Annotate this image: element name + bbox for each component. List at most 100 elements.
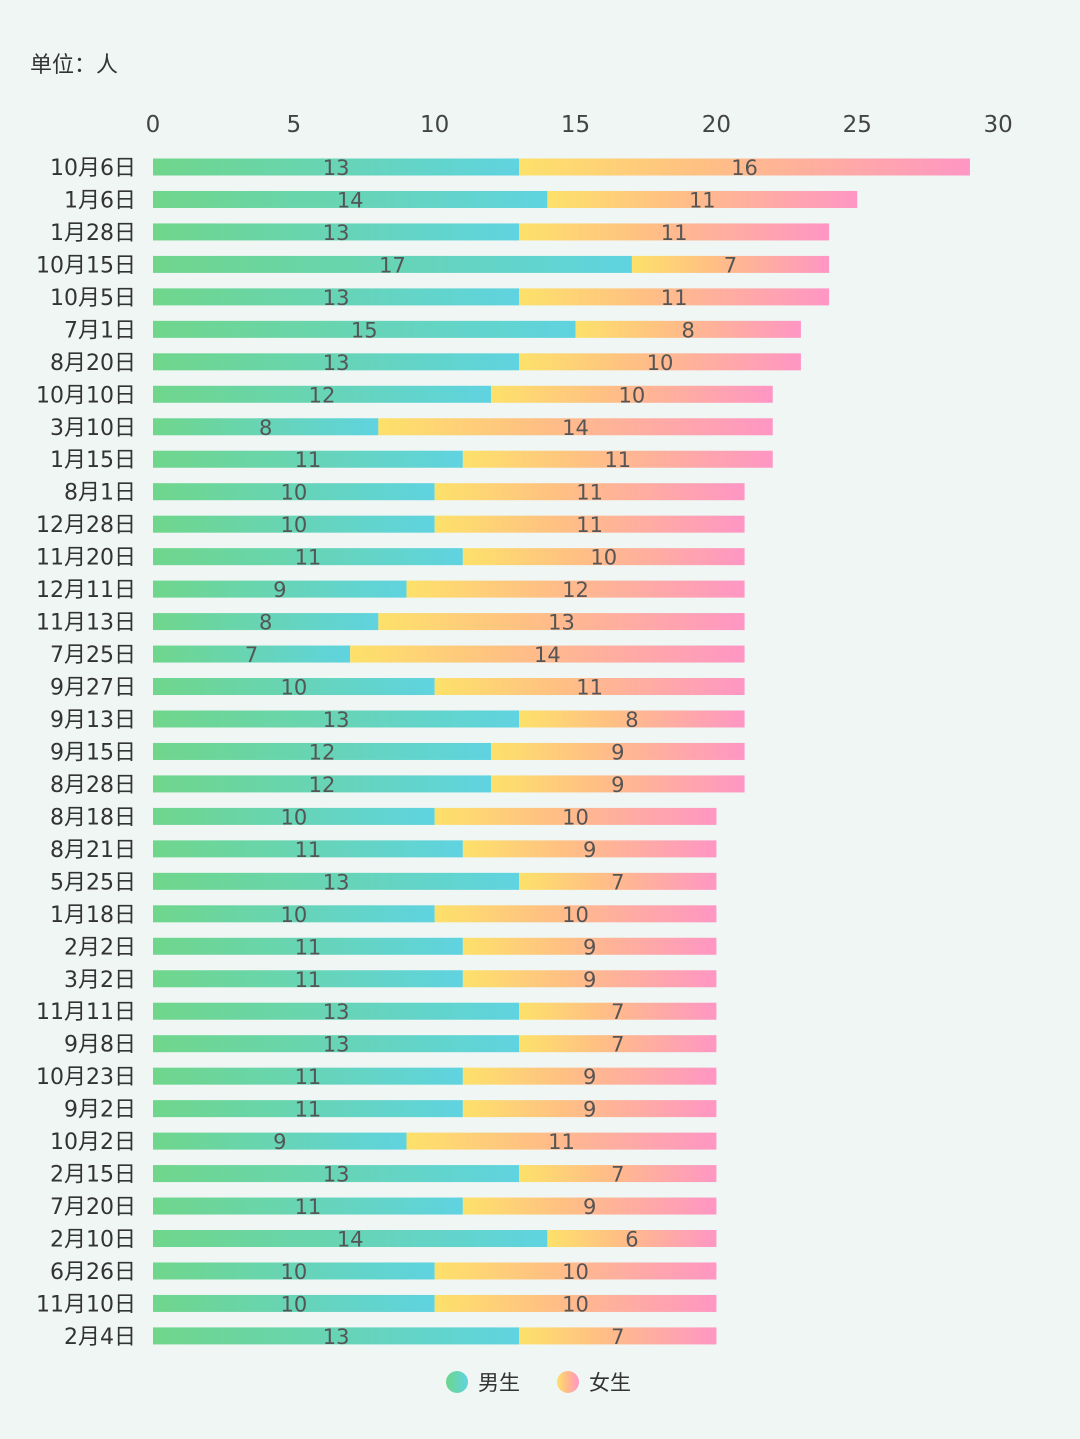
bar-girl <box>519 1327 717 1345</box>
bar-boy <box>153 613 379 631</box>
category-label: 10月5日 <box>50 286 136 311</box>
x-tick-label: 15 <box>561 112 590 138</box>
value-label-girl: 10 <box>562 903 589 927</box>
bar-girl <box>547 190 858 208</box>
value-label-boy: 10 <box>280 1292 307 1316</box>
legend-boy-swatch <box>446 1371 468 1393</box>
bar-girl <box>462 937 717 955</box>
bar-girl <box>491 742 745 760</box>
value-label-boy: 12 <box>309 740 336 764</box>
bar-boy <box>153 1002 520 1020</box>
value-label-boy: 14 <box>337 188 364 212</box>
value-label-girl: 11 <box>661 286 688 310</box>
value-label-girl: 11 <box>689 188 716 212</box>
value-label-boy: 13 <box>323 870 350 894</box>
bars-group <box>153 158 970 1345</box>
bar-boy <box>153 450 463 468</box>
category-label: 2月15日 <box>50 1163 136 1188</box>
bar-girl <box>462 450 773 468</box>
value-label-girl: 6 <box>625 1228 638 1252</box>
value-label-girl: 10 <box>562 805 589 829</box>
value-label-boy: 12 <box>309 773 336 797</box>
bar-girl <box>434 678 745 696</box>
bar-boy <box>153 678 435 696</box>
category-label: 10月2日 <box>50 1130 136 1155</box>
legend-girl-label: 女生 <box>589 1371 631 1395</box>
bar-boy <box>153 1230 548 1248</box>
value-label-girl: 12 <box>562 578 589 602</box>
bar-boy <box>153 548 463 566</box>
bar-boy <box>153 288 520 306</box>
bar-girl <box>434 807 717 825</box>
value-label-boy: 8 <box>259 416 272 440</box>
bar-boy <box>153 1067 463 1085</box>
value-label-boy: 8 <box>259 611 272 635</box>
category-label: 3月10日 <box>50 416 136 441</box>
value-label-girl: 7 <box>611 1000 624 1024</box>
category-label: 8月21日 <box>50 838 136 863</box>
value-label-boy: 11 <box>295 1098 322 1122</box>
value-label-boy: 10 <box>280 676 307 700</box>
value-label-girl: 13 <box>548 611 575 635</box>
category-label: 8月18日 <box>50 805 136 830</box>
bar-boy <box>153 710 520 728</box>
category-label: 8月20日 <box>50 351 136 376</box>
bar-boy <box>153 1035 520 1053</box>
value-label-boy: 11 <box>295 1195 322 1219</box>
bar-girl <box>631 255 830 273</box>
bar-girl <box>519 872 717 890</box>
value-label-girl: 9 <box>583 968 596 992</box>
category-label: 7月25日 <box>50 643 136 668</box>
bar-boy <box>153 483 435 501</box>
value-label-boy: 10 <box>280 805 307 829</box>
value-label-boy: 10 <box>280 1260 307 1284</box>
bar-boy <box>153 937 463 955</box>
bar-girl <box>350 645 745 663</box>
value-label-boy: 13 <box>323 156 350 180</box>
value-label-girl: 11 <box>548 1130 575 1154</box>
category-label: 6月26日 <box>50 1260 136 1285</box>
value-label-girl: 10 <box>562 1292 589 1316</box>
bar-girl <box>406 1132 717 1150</box>
value-label-boy: 10 <box>280 481 307 505</box>
category-label: 11月10日 <box>36 1292 136 1317</box>
bar-girl <box>519 158 970 176</box>
value-label-boy: 11 <box>295 448 322 472</box>
value-label-girl: 7 <box>611 1033 624 1057</box>
value-label-boy: 13 <box>323 286 350 310</box>
value-label-girl: 9 <box>583 1065 596 1089</box>
bar-girl <box>378 418 773 436</box>
value-label-boy: 11 <box>295 1065 322 1089</box>
value-label-girl: 9 <box>611 773 624 797</box>
bar-boy <box>153 418 379 436</box>
bar-boy <box>153 905 435 923</box>
category-label: 12月11日 <box>36 578 136 603</box>
legend-boy-label: 男生 <box>478 1371 520 1395</box>
value-label-boy: 7 <box>245 643 258 667</box>
value-label-boy: 9 <box>273 578 286 602</box>
bar-girl <box>575 320 801 338</box>
category-label: 9月8日 <box>64 1033 136 1058</box>
value-label-girl: 11 <box>604 448 631 472</box>
value-label-girl: 14 <box>562 416 589 440</box>
category-label: 1月28日 <box>50 221 136 246</box>
category-label: 8月28日 <box>50 773 136 798</box>
value-label-boy: 13 <box>323 351 350 375</box>
bar-girl <box>406 580 745 598</box>
category-label: 2月4日 <box>64 1325 136 1350</box>
unit-label: 单位：人 <box>30 53 118 78</box>
bar-boy <box>153 223 520 241</box>
bar-girl <box>462 840 717 858</box>
value-label-girl: 16 <box>731 156 758 180</box>
bar-boy <box>153 255 632 273</box>
category-label: 7月20日 <box>50 1195 136 1220</box>
bar-girl <box>519 710 745 728</box>
value-label-girl: 7 <box>611 1325 624 1349</box>
value-label-girl: 7 <box>611 1163 624 1187</box>
category-label: 11月13日 <box>36 611 136 636</box>
bar-girl <box>462 1100 717 1118</box>
bar-girl <box>378 613 745 631</box>
value-label-boy: 11 <box>295 968 322 992</box>
value-label-girl: 9 <box>583 1098 596 1122</box>
bar-boy <box>153 385 492 403</box>
